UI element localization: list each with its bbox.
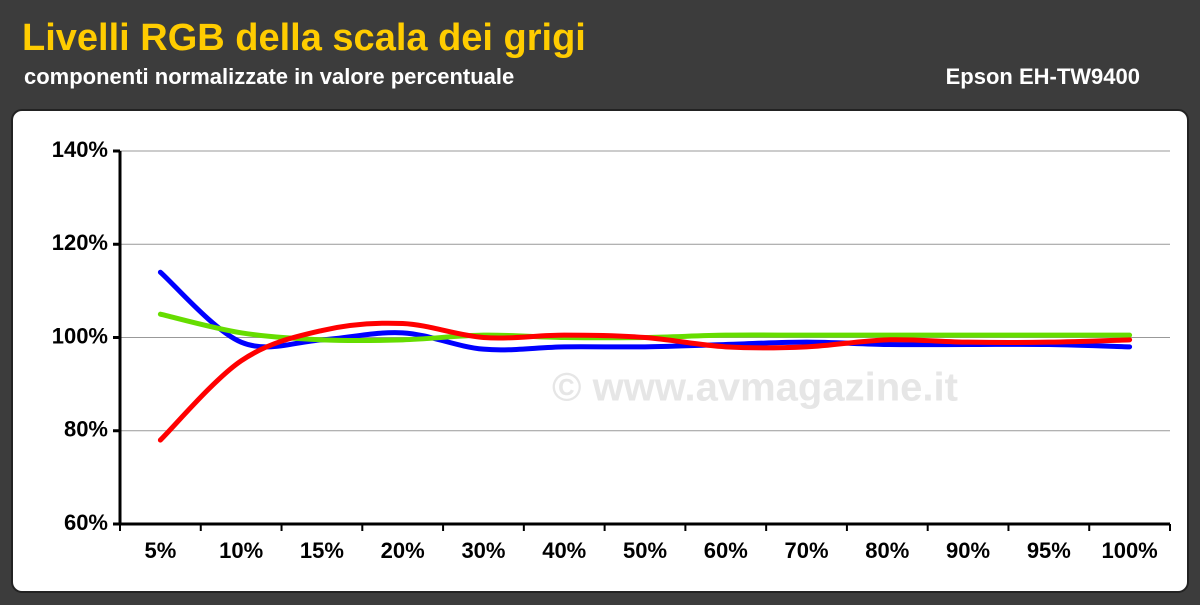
x-tick-label: 20%	[381, 538, 425, 563]
plot-panel	[11, 109, 1189, 593]
x-tick-label: 15%	[300, 538, 344, 563]
device-name: Epson EH-TW9400	[946, 64, 1140, 89]
x-tick-label: 80%	[865, 538, 909, 563]
x-tick-label: 5%	[144, 538, 176, 563]
series-line	[157, 320, 1133, 443]
x-tick-label: 90%	[946, 538, 990, 563]
y-tick-label: 100%	[52, 323, 108, 348]
chart-title: Livelli RGB della scala dei grigi	[22, 17, 586, 59]
x-tick-label: 95%	[1027, 538, 1071, 563]
x-tick-label: 50%	[623, 538, 667, 563]
y-tick-label: 80%	[64, 417, 108, 442]
x-tick-label: 40%	[542, 538, 586, 563]
x-tick-label: 100%	[1101, 538, 1157, 563]
header	[0, 0, 1200, 104]
y-tick-label: 60%	[64, 510, 108, 535]
x-tick-label: 10%	[219, 538, 263, 563]
x-tick-label: 60%	[704, 538, 748, 563]
x-tick-label: 30%	[461, 538, 505, 563]
watermark: © www.avmagazine.it	[552, 366, 958, 410]
x-tick-label: 70%	[785, 538, 829, 563]
y-tick-label: 120%	[52, 230, 108, 255]
y-tick-label: 140%	[52, 137, 108, 162]
chart-subtitle: componenti normalizzate in valore percen…	[24, 64, 514, 89]
